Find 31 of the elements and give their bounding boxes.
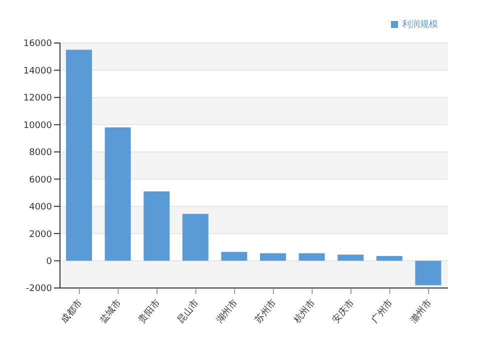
y-tick-label: 16000 <box>23 39 52 50</box>
bar <box>104 127 131 261</box>
x-tick-label: 成都市 <box>58 297 85 326</box>
x-tick-label: 滁州市 <box>408 297 434 326</box>
bar <box>415 260 442 286</box>
y-tick-label: 10000 <box>23 120 52 131</box>
y-tick-label: 12000 <box>23 94 52 104</box>
bar <box>376 256 402 261</box>
bar <box>260 253 286 261</box>
y-tick-label: 0 <box>46 256 52 267</box>
x-tick-label: 湖州市 <box>214 297 240 326</box>
y-tick-label: 6000 <box>29 175 52 186</box>
bar <box>298 253 325 261</box>
y-tick-label: 14000 <box>23 66 52 76</box>
bar <box>221 252 248 261</box>
y-tick-label: 8000 <box>29 148 52 158</box>
y-tick-label: 2000 <box>29 230 52 240</box>
x-tick-label: 贵阳市 <box>136 297 162 326</box>
bar <box>144 191 170 261</box>
x-tick-label: 昆山市 <box>175 297 202 326</box>
legend-label: 利润规模 <box>402 20 438 30</box>
x-tick-label: 广州市 <box>369 297 396 326</box>
x-tick-label: 苏州市 <box>252 297 279 326</box>
y-tick-label: -2000 <box>26 284 52 294</box>
x-tick-label: 盐城市 <box>98 297 124 326</box>
bar <box>182 214 208 261</box>
y-tick-label: 4000 <box>29 202 52 213</box>
x-tick-label: 安庆市 <box>330 297 356 326</box>
bar <box>66 50 92 261</box>
bar <box>338 254 364 261</box>
x-tick-label: 杭州市 <box>291 297 318 326</box>
